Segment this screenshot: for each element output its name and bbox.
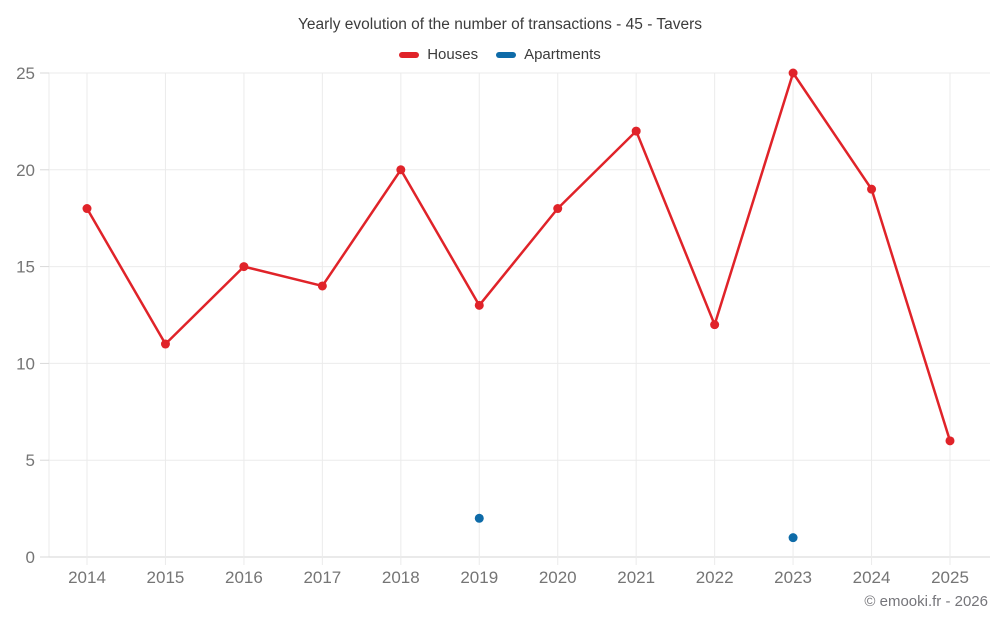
y-axis-label-5: 5 xyxy=(26,451,35,470)
data-point-houses-2014[interactable] xyxy=(82,204,92,214)
x-axis-label-2019: 2019 xyxy=(460,568,498,587)
x-axis-label-2023: 2023 xyxy=(774,568,812,587)
x-axis-label-2020: 2020 xyxy=(539,568,577,587)
data-point-houses-2019[interactable] xyxy=(474,300,484,310)
data-point-houses-2025[interactable] xyxy=(945,436,955,446)
x-axis-label-2024: 2024 xyxy=(853,568,891,587)
x-axis-label-2015: 2015 xyxy=(147,568,185,587)
legend-label-houses: Houses xyxy=(427,46,479,63)
y-axis-label-20: 20 xyxy=(16,161,35,180)
copyright-watermark: © emooki.fr - 2026 xyxy=(864,593,988,610)
chart-legend: Houses Apartments xyxy=(0,46,1000,63)
y-axis-label-25: 25 xyxy=(16,64,35,83)
data-point-houses-2020[interactable] xyxy=(553,204,563,214)
y-axis-label-0: 0 xyxy=(26,548,35,567)
legend-item-houses[interactable]: Houses xyxy=(399,46,478,63)
legend-label-apartments: Apartments xyxy=(524,46,601,63)
data-point-houses-2022[interactable] xyxy=(710,320,720,330)
y-axis-label-10: 10 xyxy=(16,354,35,373)
x-axis-label-2022: 2022 xyxy=(696,568,734,587)
x-axis-label-2016: 2016 xyxy=(225,568,263,587)
legend-item-apartments[interactable]: Apartments xyxy=(496,46,601,63)
y-axis-label-15: 15 xyxy=(16,258,35,277)
x-axis-label-2025: 2025 xyxy=(931,568,969,587)
data-point-houses-2018[interactable] xyxy=(396,165,406,175)
apartments-series-marker-icon xyxy=(496,51,517,58)
data-point-houses-2021[interactable] xyxy=(631,126,641,136)
x-axis-label-2018: 2018 xyxy=(382,568,420,587)
x-axis-label-2014: 2014 xyxy=(68,568,106,587)
data-point-houses-2017[interactable] xyxy=(317,281,327,291)
data-point-apartments-2023[interactable] xyxy=(788,533,798,543)
data-point-apartments-2019[interactable] xyxy=(474,513,484,523)
data-point-houses-2015[interactable] xyxy=(160,339,170,349)
x-axis-label-2017: 2017 xyxy=(303,568,341,587)
houses-line xyxy=(85,71,952,443)
data-point-houses-2016[interactable] xyxy=(239,262,249,272)
data-point-houses-2023[interactable] xyxy=(788,68,798,78)
chart-title: Yearly evolution of the number of transa… xyxy=(297,16,703,33)
houses-series-marker-icon xyxy=(399,51,420,58)
x-axis-label-2021: 2021 xyxy=(617,568,655,587)
data-point-houses-2024[interactable] xyxy=(867,184,877,194)
